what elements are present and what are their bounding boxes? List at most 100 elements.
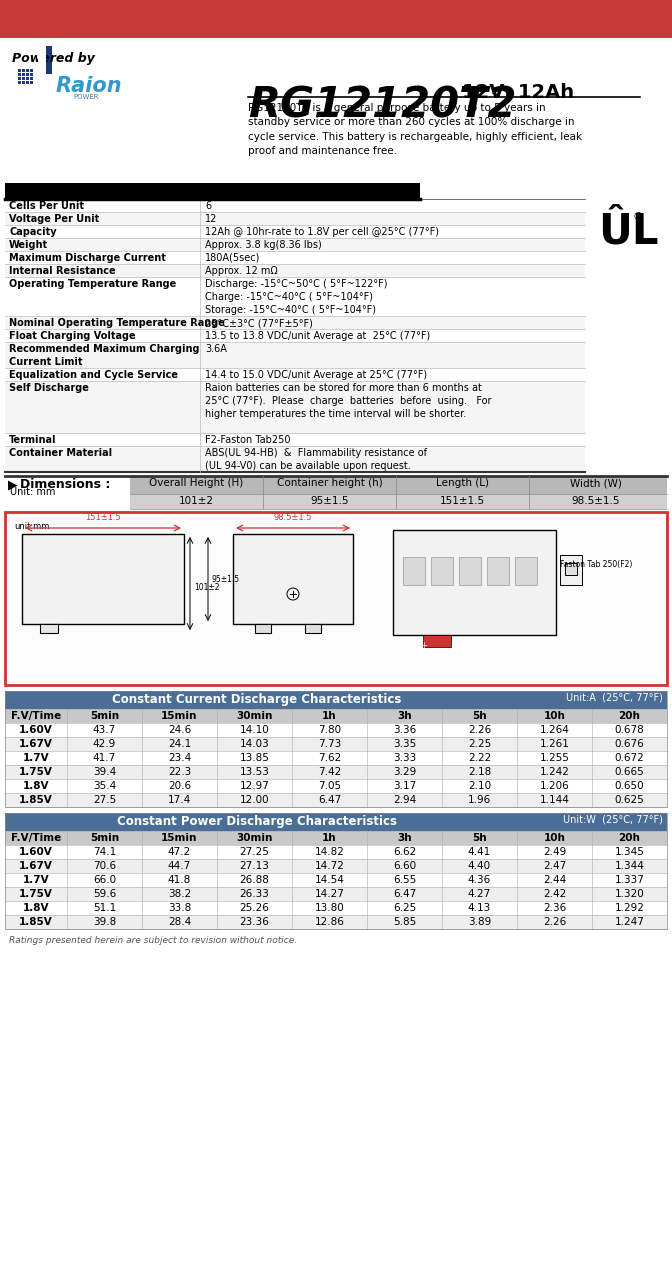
Bar	[18, 69, 21, 72]
Text: 1h: 1h	[322, 833, 337, 844]
Text: 14.82: 14.82	[314, 847, 345, 858]
Text: 1.67V: 1.67V	[19, 861, 53, 870]
Bar	[5, 751, 667, 765]
Text: 2.36: 2.36	[543, 902, 566, 913]
Text: 6.25: 6.25	[393, 902, 416, 913]
Text: 44.7: 44.7	[168, 861, 191, 870]
Text: Container height (h): Container height (h)	[277, 477, 382, 488]
Text: 7.80: 7.80	[318, 724, 341, 735]
Bar	[30, 73, 33, 76]
Text: 10h: 10h	[544, 833, 565, 844]
Bar	[26, 69, 29, 72]
Text: 39.4: 39.4	[93, 767, 116, 777]
Text: 1.320: 1.320	[615, 890, 644, 899]
Text: 14.27: 14.27	[314, 890, 345, 899]
Text: 66.0: 66.0	[93, 876, 116, 884]
Bar	[403, 557, 425, 585]
Text: 30min: 30min	[237, 710, 273, 721]
Text: 41.7: 41.7	[93, 753, 116, 763]
Text: 70.6: 70.6	[93, 861, 116, 870]
Text: 3h: 3h	[397, 833, 412, 844]
Text: 3.35: 3.35	[393, 739, 416, 749]
Bar	[18, 73, 21, 76]
Text: 3.33: 3.33	[393, 753, 416, 763]
Text: 38.2: 38.2	[168, 890, 191, 899]
Text: 10h: 10h	[544, 710, 565, 721]
Text: 6: 6	[205, 201, 211, 211]
Text: 4.13: 4.13	[468, 902, 491, 913]
Text: 1.242: 1.242	[540, 767, 569, 777]
Text: 28.4: 28.4	[168, 916, 191, 927]
Text: Capacity: Capacity	[9, 227, 56, 237]
Text: 151±1.5: 151±1.5	[85, 513, 121, 522]
Text: 25°C±3°C (77°F±5°F): 25°C±3°C (77°F±5°F)	[205, 317, 313, 328]
Text: 6.47: 6.47	[393, 890, 416, 899]
Text: Raion: Raion	[56, 76, 122, 96]
Text: 2.22: 2.22	[468, 753, 491, 763]
Text: 1.8V: 1.8V	[23, 781, 49, 791]
Text: 12Ah @ 10hr-rate to 1.8V per cell @25°C (77°F): 12Ah @ 10hr-rate to 1.8V per cell @25°C …	[205, 227, 439, 237]
Text: unit:mm: unit:mm	[14, 522, 49, 531]
Bar	[305, 623, 321, 634]
Text: 2.25: 2.25	[468, 739, 491, 749]
Bar	[30, 69, 33, 72]
Text: 1.247: 1.247	[615, 916, 644, 927]
Bar	[5, 794, 667, 806]
Text: 2.44: 2.44	[543, 876, 566, 884]
Text: 1.7V: 1.7V	[23, 876, 49, 884]
Text: Unit:A  (25°C, 77°F): Unit:A (25°C, 77°F)	[566, 692, 663, 703]
Text: 1.292: 1.292	[615, 902, 644, 913]
Bar	[487, 557, 509, 585]
Bar	[38, 46, 52, 74]
Text: 4.41: 4.41	[468, 847, 491, 858]
Text: 26.33: 26.33	[239, 890, 269, 899]
Bar	[22, 81, 25, 84]
Bar	[5, 780, 667, 794]
Text: Width (W): Width (W)	[570, 477, 622, 488]
Text: 98.5±1.5: 98.5±1.5	[571, 495, 620, 506]
Bar	[5, 915, 667, 929]
Text: Internal Resistance: Internal Resistance	[9, 266, 116, 276]
Text: Unit: mm: Unit: mm	[10, 486, 55, 497]
Text: 95±1.5: 95±1.5	[212, 575, 240, 584]
Bar	[5, 212, 585, 225]
Text: 33.8: 33.8	[168, 902, 191, 913]
Text: 1.96: 1.96	[468, 795, 491, 805]
Bar	[26, 81, 29, 84]
Text: Self Discharge: Self Discharge	[9, 383, 89, 393]
Text: 3.89: 3.89	[468, 916, 491, 927]
Text: RG12120T2: RG12120T2	[248, 84, 517, 127]
Text: 12.00: 12.00	[240, 795, 269, 805]
Bar	[560, 556, 582, 585]
Bar	[5, 251, 585, 264]
Text: 2.18: 2.18	[468, 767, 491, 777]
Text: F2-Faston Tab250: F2-Faston Tab250	[205, 435, 290, 445]
Text: +: +	[421, 641, 427, 650]
Text: 23.36: 23.36	[239, 916, 269, 927]
Text: Dimensions :: Dimensions :	[20, 477, 110, 492]
Text: 3.17: 3.17	[393, 781, 416, 791]
Text: 14.54: 14.54	[314, 876, 345, 884]
Text: 5min: 5min	[90, 710, 119, 721]
Bar	[459, 557, 481, 585]
Text: 180A(5sec): 180A(5sec)	[205, 253, 260, 262]
Text: Voltage Per Unit: Voltage Per Unit	[9, 214, 99, 224]
Text: Maximum Discharge Current: Maximum Discharge Current	[9, 253, 166, 262]
Text: 2.26: 2.26	[543, 916, 566, 927]
Text: 2.26: 2.26	[468, 724, 491, 735]
Text: 6.55: 6.55	[393, 876, 416, 884]
Bar	[5, 445, 585, 472]
Bar	[515, 557, 537, 585]
Text: 0.625: 0.625	[615, 795, 644, 805]
Bar	[431, 557, 453, 585]
Text: Approx. 12 mΩ: Approx. 12 mΩ	[205, 266, 278, 276]
Bar	[5, 198, 585, 212]
Text: 39.8: 39.8	[93, 916, 116, 927]
Text: 0.676: 0.676	[615, 739, 644, 749]
Text: Equalization and Cycle Service: Equalization and Cycle Service	[9, 370, 178, 380]
Text: 27.25: 27.25	[239, 847, 269, 858]
Text: Ratings presented herein are subject to revision without notice.: Ratings presented herein are subject to …	[9, 936, 297, 945]
Text: 0.678: 0.678	[615, 724, 644, 735]
Text: 26.88: 26.88	[239, 876, 269, 884]
Text: 3.29: 3.29	[393, 767, 416, 777]
